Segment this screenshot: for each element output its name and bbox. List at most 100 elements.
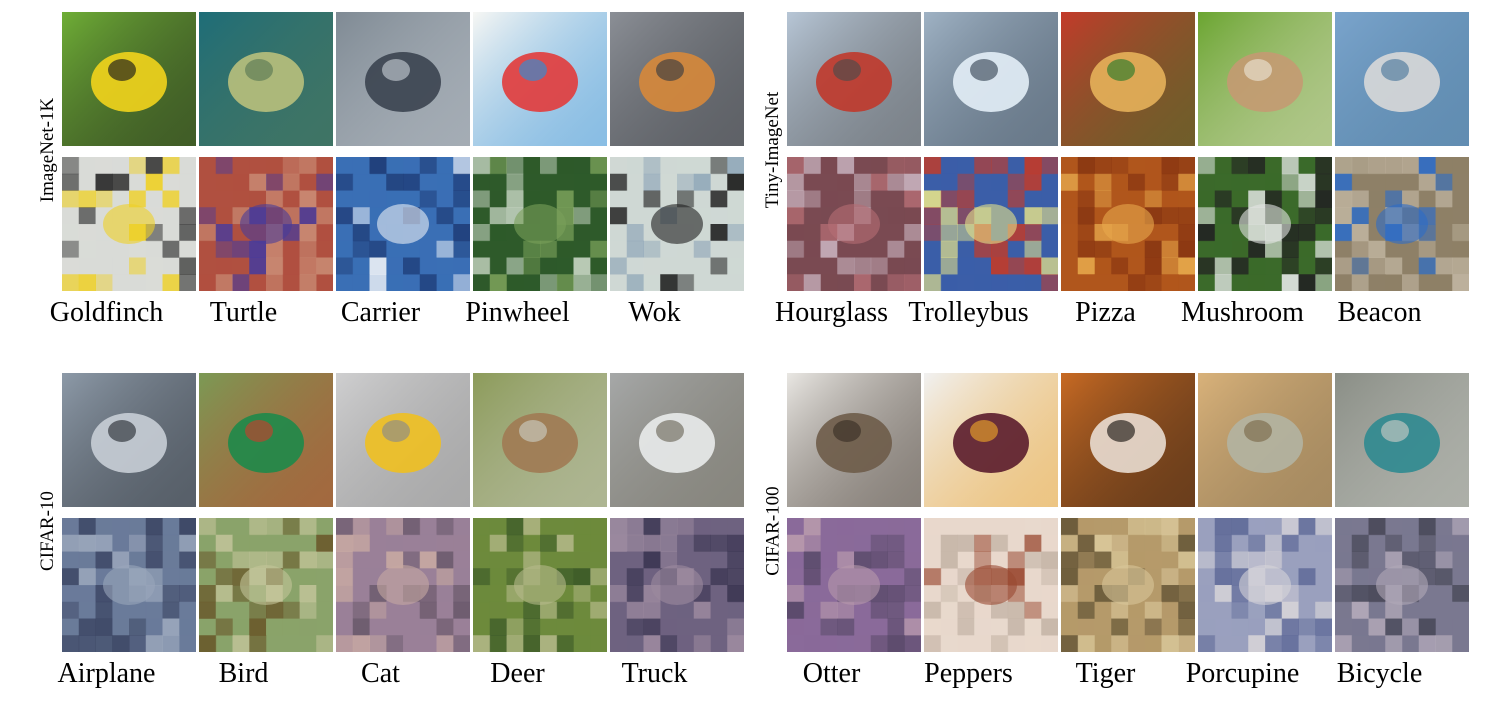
pinwheel-reference-image — [473, 12, 607, 146]
inverted-image-row — [787, 157, 1469, 291]
truck-inverted-image — [610, 518, 744, 652]
tiger-inverted-tile — [1061, 518, 1195, 652]
bird-inverted-tile — [199, 518, 333, 652]
pinwheel-reference-tile — [473, 12, 607, 146]
dataset-label: ImageNet-1K — [37, 97, 59, 203]
deer-inverted-tile — [473, 518, 607, 652]
hourglass-caption: Hourglass — [774, 297, 889, 328]
peppers-inverted-image — [924, 518, 1058, 652]
trolleybus-inverted-image — [924, 157, 1058, 291]
reference-image-row — [62, 373, 744, 507]
beacon-inverted-image — [1335, 157, 1469, 291]
otter-caption: Otter — [802, 658, 861, 689]
cat-inverted-image — [336, 518, 470, 652]
beacon-reference-image — [1335, 12, 1469, 146]
dataset-label: CIFAR-10 — [36, 491, 58, 571]
cat-reference-image — [336, 373, 470, 507]
panel-cifar-100: CIFAR-100 Otter Peppers Tiger Porcupine Bicyc… — [762, 373, 1469, 709]
beacon-reference-tile — [1335, 12, 1469, 146]
mushroom-caption: Mushroom — [1181, 297, 1304, 328]
inverted-image-row — [62, 157, 744, 291]
inverted-image-row — [787, 518, 1469, 652]
bicycle-caption: Bicycle — [1336, 658, 1423, 689]
goldfinch-reference-image — [62, 12, 196, 146]
pinwheel-caption: Pinwheel — [465, 297, 570, 328]
pinwheel-inverted-image — [473, 157, 607, 291]
hourglass-reference-tile — [787, 12, 921, 146]
airplane-reference-tile — [62, 373, 196, 507]
dataset-label: CIFAR-100 — [762, 486, 784, 576]
wok-inverted-image — [610, 157, 744, 291]
carrier-reference-tile — [336, 12, 470, 146]
bird-reference-tile — [199, 373, 333, 507]
carrier-inverted-tile — [336, 157, 470, 291]
airplane-reference-image — [62, 373, 196, 507]
truck-reference-tile — [610, 373, 744, 507]
class-caption-row: Hourglass Trolleybus Pizza Mushroom Beacon — [763, 296, 1463, 330]
turtle-inverted-image — [199, 157, 333, 291]
trolleybus-caption: Trolleybus — [908, 297, 1029, 328]
panel-cifar-10: CIFAR-10 Airplane Bird Cat Deer Truck — [37, 373, 744, 709]
pizza-inverted-image — [1061, 157, 1195, 291]
tiger-caption: Tiger — [1075, 658, 1136, 689]
hourglass-reference-image — [787, 12, 921, 146]
pizza-reference-tile — [1061, 12, 1195, 146]
mushroom-inverted-tile — [1198, 157, 1332, 291]
goldfinch-inverted-image — [62, 157, 196, 291]
porcupine-reference-tile — [1198, 373, 1332, 507]
pizza-caption: Pizza — [1075, 297, 1136, 328]
otter-inverted-image — [787, 518, 921, 652]
peppers-inverted-tile — [924, 518, 1058, 652]
bicycle-inverted-tile — [1335, 518, 1469, 652]
turtle-inverted-tile — [199, 157, 333, 291]
beacon-inverted-tile — [1335, 157, 1469, 291]
dataset-label: Tiny-ImageNet — [762, 91, 784, 209]
turtle-caption: Turtle — [209, 297, 278, 328]
otter-reference-image — [787, 373, 921, 507]
bicycle-reference-image — [1335, 373, 1469, 507]
deer-reference-image — [473, 373, 607, 507]
cat-caption: Cat — [361, 658, 400, 689]
trolleybus-reference-tile — [924, 12, 1058, 146]
hourglass-inverted-tile — [787, 157, 921, 291]
mushroom-reference-image — [1198, 12, 1332, 146]
bird-inverted-image — [199, 518, 333, 652]
cat-inverted-tile — [336, 518, 470, 652]
carrier-reference-image — [336, 12, 470, 146]
porcupine-inverted-tile — [1198, 518, 1332, 652]
mushroom-reference-tile — [1198, 12, 1332, 146]
wok-reference-tile — [610, 12, 744, 146]
deer-caption: Deer — [490, 658, 545, 689]
wok-reference-image — [610, 12, 744, 146]
airplane-inverted-tile — [62, 518, 196, 652]
peppers-reference-image — [924, 373, 1058, 507]
carrier-inverted-image — [336, 157, 470, 291]
cat-reference-tile — [336, 373, 470, 507]
reference-image-row — [787, 12, 1469, 146]
carrier-caption: Carrier — [340, 297, 421, 328]
mushroom-inverted-image — [1198, 157, 1332, 291]
panel-imagenet-1k: ImageNet-1K Goldfinch Turtle Carrier Pinwhee… — [37, 12, 744, 348]
tiger-reference-image — [1061, 373, 1195, 507]
class-caption-row: Otter Peppers Tiger Porcupine Bicycle — [763, 657, 1463, 691]
truck-caption: Truck — [621, 658, 688, 689]
goldfinch-caption: Goldfinch — [49, 297, 164, 328]
bird-reference-image — [199, 373, 333, 507]
truck-inverted-tile — [610, 518, 744, 652]
bicycle-reference-tile — [1335, 373, 1469, 507]
beacon-caption: Beacon — [1337, 297, 1422, 328]
otter-reference-tile — [787, 373, 921, 507]
porcupine-inverted-image — [1198, 518, 1332, 652]
porcupine-reference-image — [1198, 373, 1332, 507]
trolleybus-reference-image — [924, 12, 1058, 146]
truck-reference-image — [610, 373, 744, 507]
deer-inverted-image — [473, 518, 607, 652]
tiger-inverted-image — [1061, 518, 1195, 652]
peppers-caption: Peppers — [924, 658, 1013, 689]
airplane-inverted-image — [62, 518, 196, 652]
airplane-caption: Airplane — [57, 658, 156, 689]
otter-inverted-tile — [787, 518, 921, 652]
deer-reference-tile — [473, 373, 607, 507]
peppers-reference-tile — [924, 373, 1058, 507]
panel-tiny-imagenet: Tiny-ImageNet Hourglass Trolleybus Pizza Mus… — [762, 12, 1469, 348]
